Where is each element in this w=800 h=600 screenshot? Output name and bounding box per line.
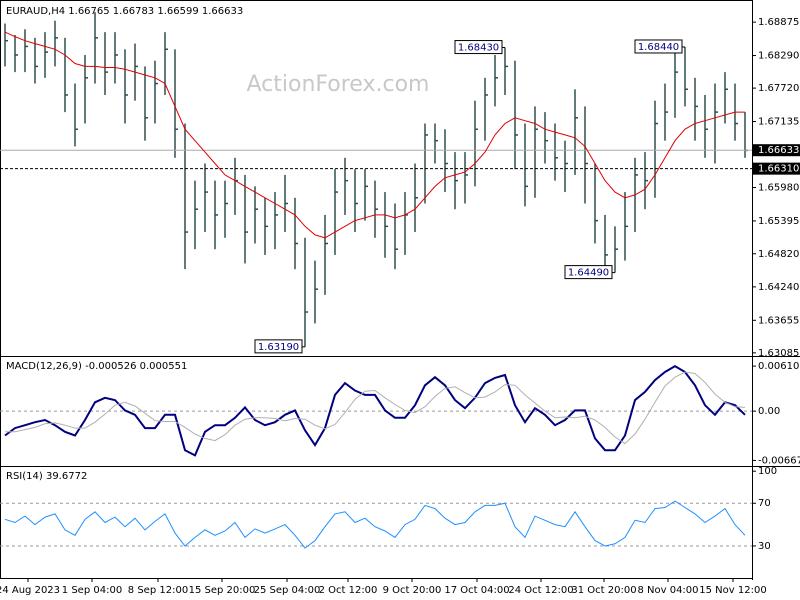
annotation-label: 1.64490 <box>568 268 609 279</box>
y-tick-label: 1.64820 <box>758 249 799 260</box>
y-tick-label: -0.006679 <box>758 455 800 466</box>
annotation-label: 1.63190 <box>258 342 299 353</box>
y-tick-label: 1.64240 <box>758 282 799 293</box>
x-tick-label: 1 Sep 04:00 <box>62 585 122 596</box>
x-tick-label: 24 Oct 12:00 <box>508 585 573 596</box>
x-tick-label: 8 Nov 04:00 <box>637 585 698 596</box>
indicator-line <box>4 500 746 549</box>
y-tick-label: 0.006103 <box>758 361 800 372</box>
watermark: ActionForex.com <box>247 72 430 97</box>
y-tick-label: 100 <box>758 466 777 477</box>
panel-title: MACD(12,26,9) -0.000526 0.000551 <box>6 361 187 372</box>
annotation-box <box>254 339 303 354</box>
y-tick-label: 1.65980 <box>758 182 799 193</box>
x-tick-label: 15 Nov 12:00 <box>699 585 766 596</box>
annotation-box <box>454 40 503 55</box>
x-tick-label: 2 Oct 12:00 <box>319 585 378 596</box>
y-tick-label: 1.68875 <box>758 17 799 28</box>
x-tick-label: 15 Sep 20:00 <box>189 585 256 596</box>
annotation-label: 1.68430 <box>458 43 499 54</box>
annotation-box <box>634 39 683 54</box>
x-tick-label: 8 Sep 12:00 <box>128 585 188 596</box>
y-tick-label: 1.65395 <box>758 216 799 227</box>
y-tick-label: 1.67720 <box>758 83 799 94</box>
y-tick-label: 1.68290 <box>758 51 799 62</box>
panel-title: EURAUD,H4 1.66765 1.66783 1.66599 1.6663… <box>6 6 243 17</box>
x-tick-label: 31 Oct 20:00 <box>571 585 636 596</box>
x-tick-label: 24 Aug 2023 <box>0 585 60 596</box>
indicator-line <box>5 371 746 445</box>
indicator-line <box>4 364 746 457</box>
indicator-line <box>4 31 745 239</box>
panel-title: RSI(14) 39.6772 <box>6 471 87 482</box>
price-label: 1.66310 <box>758 164 799 175</box>
price-label: 1.66633 <box>758 145 799 156</box>
price-label-box <box>753 162 800 175</box>
y-tick-label: 70 <box>758 498 771 509</box>
annotation-label: 1.68440 <box>638 42 679 53</box>
y-tick-label: 1.63655 <box>758 315 799 326</box>
x-tick-label: 25 Sep 04:00 <box>254 585 321 596</box>
x-tick-label: 17 Oct 04:00 <box>444 585 509 596</box>
y-tick-label: 0.00 <box>758 406 780 417</box>
price-label-box <box>753 144 800 157</box>
y-tick-label: 1.63085 <box>758 348 799 359</box>
annotation-box <box>564 265 613 280</box>
y-tick-label: 30 <box>758 541 771 552</box>
x-tick-label: 9 Oct 20:00 <box>383 585 442 596</box>
y-tick-label: 1.67135 <box>758 117 799 128</box>
